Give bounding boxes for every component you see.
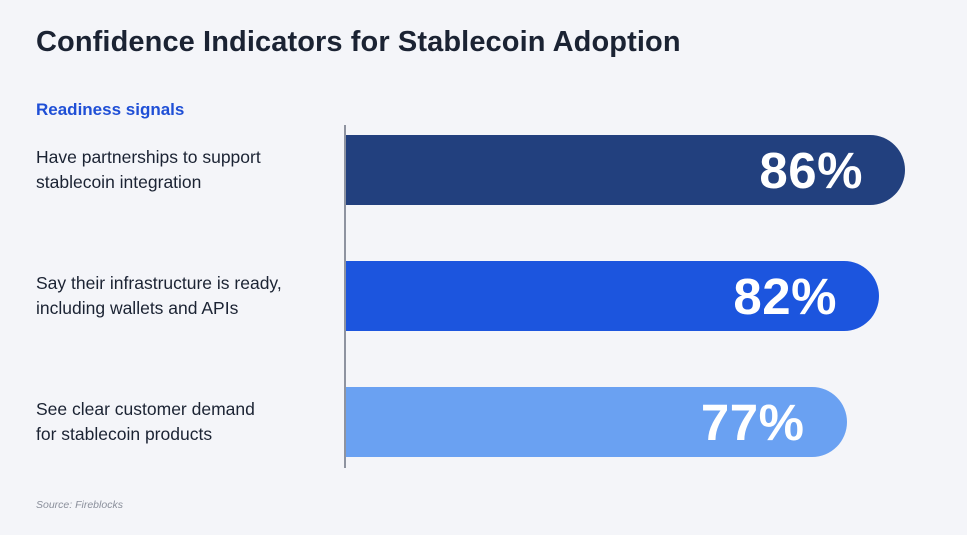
chart-subtitle: Readiness signals <box>36 100 185 119</box>
bar: 77% <box>346 387 847 457</box>
bar: 86% <box>346 135 905 205</box>
chart-axis-line <box>344 125 346 468</box>
bar: 82% <box>346 261 879 331</box>
bar-value-label: 86% <box>759 141 863 199</box>
category-label: Say their infrastructure is ready, inclu… <box>36 273 282 318</box>
bar-value-label: 82% <box>733 267 837 325</box>
category-label: Have partnerships to support stablecoin … <box>36 147 261 192</box>
bar-value-label: 77% <box>700 393 805 451</box>
chart-title: Confidence Indicators for Stablecoin Ado… <box>36 26 681 58</box>
source-note: Source: Fireblocks <box>36 499 123 511</box>
category-label: See clear customer demand for stablecoin… <box>36 399 255 444</box>
